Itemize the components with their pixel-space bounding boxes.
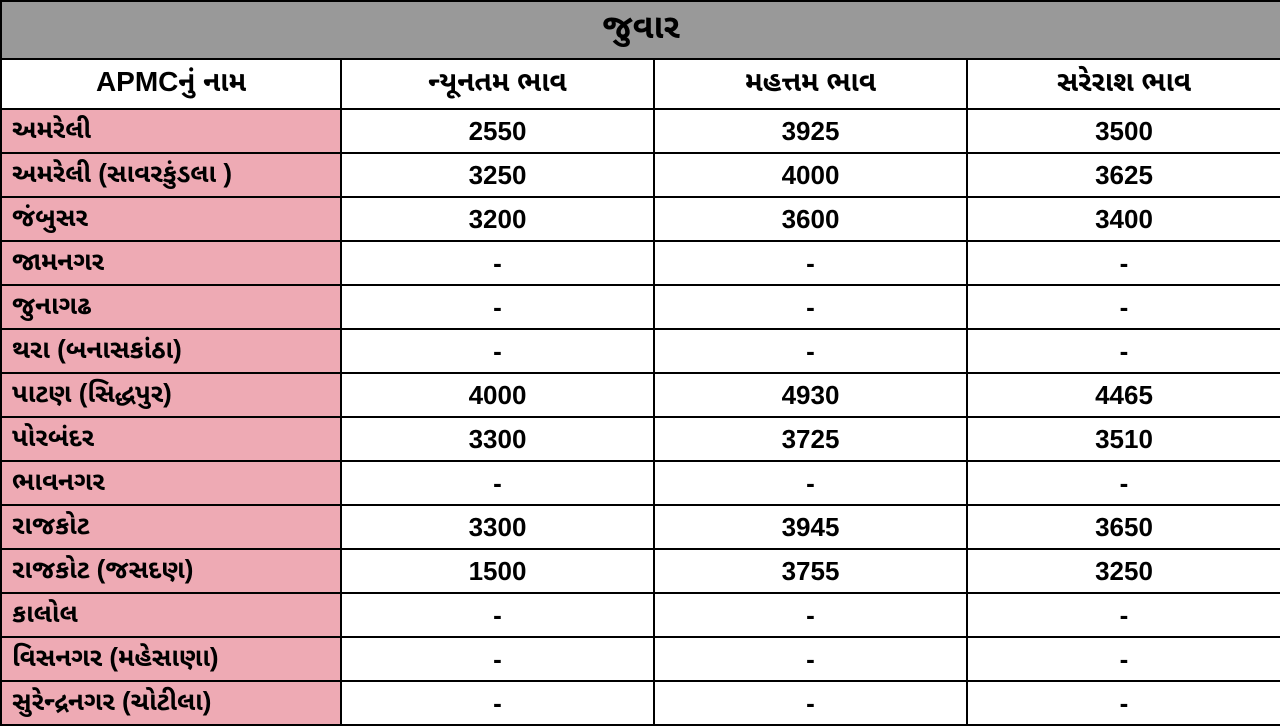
table-row: સુરેન્દ્રનગર (ચોટીલા) - - - <box>1 681 1280 725</box>
apmc-name: સુરેન્દ્રનગર (ચોટીલા) <box>1 681 341 725</box>
avg-price: 3500 <box>967 109 1280 153</box>
table-body: અમરેલી 2550 3925 3500 અમરેલી (સાવરકુંડલા… <box>1 109 1280 725</box>
table-row: જામનગર - - - <box>1 241 1280 285</box>
min-price: - <box>341 329 654 373</box>
min-price: - <box>341 637 654 681</box>
table-row: કાલોલ - - - <box>1 593 1280 637</box>
max-price: - <box>654 593 967 637</box>
avg-price: 3400 <box>967 197 1280 241</box>
max-price: 3725 <box>654 417 967 461</box>
max-price: 3925 <box>654 109 967 153</box>
apmc-name: અમરેલી <box>1 109 341 153</box>
col-header-max: મહત્તમ ભાવ <box>654 59 967 109</box>
min-price: 3300 <box>341 505 654 549</box>
table-row: જુનાગઢ - - - <box>1 285 1280 329</box>
avg-price: 3510 <box>967 417 1280 461</box>
apmc-name: વિસનગર (મહેસાણા) <box>1 637 341 681</box>
avg-price: - <box>967 285 1280 329</box>
avg-price: - <box>967 593 1280 637</box>
min-price: - <box>341 593 654 637</box>
table-row: થરા (બનાસકાંઠા) - - - <box>1 329 1280 373</box>
min-price: - <box>341 461 654 505</box>
price-table-container: જુવાર APMCનું નામ ન્યૂનતમ ભાવ મહત્તમ ભાવ… <box>0 0 1280 726</box>
apmc-name: પાટણ (સિદ્ધપુર) <box>1 373 341 417</box>
col-header-avg: સરેરાશ ભાવ <box>967 59 1280 109</box>
header-row: APMCનું નામ ન્યૂનતમ ભાવ મહત્તમ ભાવ સરેરા… <box>1 59 1280 109</box>
min-price: 3250 <box>341 153 654 197</box>
max-price: 3600 <box>654 197 967 241</box>
avg-price: - <box>967 681 1280 725</box>
avg-price: - <box>967 637 1280 681</box>
max-price: - <box>654 241 967 285</box>
min-price: - <box>341 681 654 725</box>
title-row: જુવાર <box>1 1 1280 59</box>
table-row: રાજકોટ (જસદણ) 1500 3755 3250 <box>1 549 1280 593</box>
table-row: અમરેલી 2550 3925 3500 <box>1 109 1280 153</box>
price-table: જુવાર APMCનું નામ ન્યૂનતમ ભાવ મહત્તમ ભાવ… <box>0 0 1280 726</box>
table-row: અમરેલી (સાવરકુંડલા ) 3250 4000 3625 <box>1 153 1280 197</box>
table-row: રાજકોટ 3300 3945 3650 <box>1 505 1280 549</box>
apmc-name: જંબુસર <box>1 197 341 241</box>
apmc-name: રાજકોટ <box>1 505 341 549</box>
max-price: 3755 <box>654 549 967 593</box>
table-title: જુવાર <box>1 1 1280 59</box>
apmc-name: અમરેલી (સાવરકુંડલા ) <box>1 153 341 197</box>
apmc-name: જુનાગઢ <box>1 285 341 329</box>
max-price: - <box>654 285 967 329</box>
col-header-name: APMCનું નામ <box>1 59 341 109</box>
apmc-name: થરા (બનાસકાંઠા) <box>1 329 341 373</box>
max-price: - <box>654 637 967 681</box>
avg-price: 3625 <box>967 153 1280 197</box>
min-price: - <box>341 285 654 329</box>
avg-price: - <box>967 461 1280 505</box>
apmc-name: પોરબંદર <box>1 417 341 461</box>
table-row: ભાવનગર - - - <box>1 461 1280 505</box>
max-price: - <box>654 461 967 505</box>
table-row: વિસનગર (મહેસાણા) - - - <box>1 637 1280 681</box>
avg-price: - <box>967 329 1280 373</box>
avg-price: - <box>967 241 1280 285</box>
table-row: જંબુસર 3200 3600 3400 <box>1 197 1280 241</box>
min-price: 1500 <box>341 549 654 593</box>
apmc-name: જામનગર <box>1 241 341 285</box>
apmc-name: કાલોલ <box>1 593 341 637</box>
min-price: 2550 <box>341 109 654 153</box>
max-price: 3945 <box>654 505 967 549</box>
col-header-min: ન્યૂનતમ ભાવ <box>341 59 654 109</box>
table-row: પાટણ (સિદ્ધપુર) 4000 4930 4465 <box>1 373 1280 417</box>
avg-price: 3250 <box>967 549 1280 593</box>
max-price: - <box>654 329 967 373</box>
max-price: - <box>654 681 967 725</box>
max-price: 4000 <box>654 153 967 197</box>
min-price: - <box>341 241 654 285</box>
min-price: 3200 <box>341 197 654 241</box>
avg-price: 3650 <box>967 505 1280 549</box>
max-price: 4930 <box>654 373 967 417</box>
apmc-name: રાજકોટ (જસદણ) <box>1 549 341 593</box>
avg-price: 4465 <box>967 373 1280 417</box>
min-price: 3300 <box>341 417 654 461</box>
apmc-name: ભાવનગર <box>1 461 341 505</box>
table-row: પોરબંદર 3300 3725 3510 <box>1 417 1280 461</box>
min-price: 4000 <box>341 373 654 417</box>
